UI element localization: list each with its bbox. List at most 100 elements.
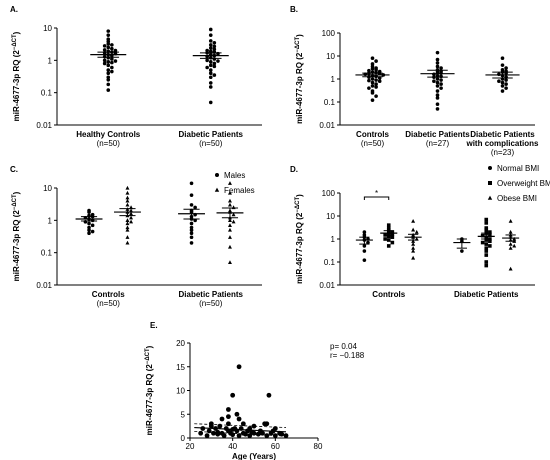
point bbox=[411, 245, 416, 250]
x-tick-label: Diabetic Patients bbox=[454, 290, 519, 299]
point bbox=[370, 62, 375, 66]
point bbox=[484, 226, 489, 230]
legend-marker bbox=[214, 187, 220, 192]
y-tick-label: 1 bbox=[48, 216, 53, 225]
point bbox=[377, 79, 382, 84]
point bbox=[208, 43, 213, 47]
point bbox=[102, 58, 107, 63]
point bbox=[439, 86, 443, 90]
y-tick-label: 20 bbox=[176, 339, 185, 348]
point bbox=[90, 229, 95, 234]
point bbox=[390, 230, 395, 234]
point bbox=[374, 70, 378, 75]
point bbox=[125, 190, 130, 195]
y-axis-label-sup: −ΔCT bbox=[145, 348, 151, 364]
point bbox=[205, 58, 209, 63]
x-tick-label: Controls bbox=[356, 130, 389, 139]
point bbox=[411, 227, 416, 232]
point bbox=[374, 94, 378, 98]
point bbox=[208, 68, 213, 72]
point bbox=[208, 27, 213, 32]
point bbox=[110, 43, 114, 47]
point bbox=[366, 240, 370, 245]
x-tick-label: Diabetic Patients bbox=[179, 130, 244, 139]
point bbox=[435, 93, 440, 97]
point bbox=[439, 82, 443, 86]
point bbox=[129, 208, 134, 213]
y-axis-label-sup: −ΔCT bbox=[12, 34, 18, 50]
point bbox=[264, 433, 270, 439]
point bbox=[411, 241, 416, 246]
point bbox=[110, 65, 114, 70]
point bbox=[231, 219, 236, 224]
legend-label: Overweight BMI bbox=[497, 179, 550, 188]
point bbox=[508, 245, 513, 250]
point bbox=[240, 421, 246, 427]
point bbox=[227, 244, 232, 249]
point bbox=[106, 63, 111, 68]
point bbox=[411, 255, 416, 260]
point bbox=[208, 81, 213, 85]
category-note: (n=50) bbox=[97, 299, 121, 308]
x-tick-label: Diabetic Patients bbox=[405, 130, 470, 139]
point bbox=[227, 218, 232, 222]
y-axis-label-sup: −ΔCT bbox=[295, 197, 301, 213]
point bbox=[125, 185, 130, 190]
point bbox=[215, 429, 221, 435]
x-tick-label: with complications bbox=[465, 139, 539, 148]
point bbox=[227, 223, 232, 227]
point bbox=[484, 246, 489, 250]
y-axis-label-text: miR-4677-3p RQ (2 bbox=[295, 212, 304, 284]
point bbox=[484, 260, 489, 264]
y-axis-label: miR-4677-3p RQ (2−ΔCT) bbox=[12, 31, 21, 121]
point bbox=[251, 423, 257, 429]
x-axis-label: Age (Years) bbox=[232, 452, 276, 460]
point bbox=[500, 56, 505, 61]
y-tick-label: 1 bbox=[48, 56, 53, 65]
point bbox=[435, 89, 440, 93]
point bbox=[219, 416, 225, 422]
point bbox=[370, 77, 375, 81]
x-tick-label: Diabetic Patients bbox=[179, 290, 244, 299]
y-tick-label: 0.1 bbox=[324, 258, 336, 267]
point bbox=[125, 225, 130, 230]
ci-line bbox=[194, 423, 287, 428]
point bbox=[227, 202, 232, 207]
point bbox=[125, 235, 130, 239]
ci-line bbox=[194, 430, 287, 437]
point bbox=[266, 392, 272, 398]
point bbox=[231, 212, 236, 217]
point bbox=[370, 91, 375, 95]
point bbox=[484, 242, 489, 246]
point bbox=[227, 235, 232, 239]
point bbox=[370, 98, 375, 102]
point bbox=[189, 193, 194, 197]
point bbox=[370, 56, 375, 61]
category-note: (n=27) bbox=[426, 139, 450, 148]
significance-label: * bbox=[375, 189, 378, 198]
point bbox=[189, 231, 194, 236]
point bbox=[113, 48, 118, 53]
y-tick-label: 100 bbox=[322, 29, 336, 38]
point bbox=[362, 244, 367, 248]
legend-marker bbox=[487, 195, 493, 200]
y-axis-label-end: ) bbox=[12, 31, 21, 34]
point bbox=[504, 86, 508, 90]
point bbox=[129, 211, 134, 216]
y-tick-label: 10 bbox=[326, 52, 335, 61]
point bbox=[227, 181, 232, 185]
point bbox=[435, 107, 440, 111]
point bbox=[87, 221, 91, 226]
point bbox=[106, 45, 111, 50]
point bbox=[484, 253, 489, 257]
point bbox=[439, 78, 443, 82]
point bbox=[435, 96, 440, 100]
y-tick-label: 0.1 bbox=[41, 249, 53, 258]
point bbox=[125, 195, 130, 200]
point bbox=[484, 221, 489, 225]
point bbox=[221, 433, 227, 439]
point bbox=[87, 225, 91, 230]
point bbox=[386, 226, 391, 230]
panel-label: D. bbox=[290, 165, 298, 174]
point bbox=[374, 82, 378, 86]
